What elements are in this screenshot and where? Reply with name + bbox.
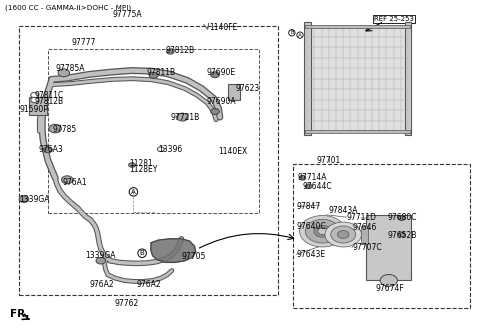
Text: 1339GA: 1339GA	[85, 251, 116, 260]
Text: 1128EY: 1128EY	[130, 165, 158, 174]
Text: 97812B: 97812B	[166, 46, 195, 55]
Circle shape	[211, 109, 219, 114]
Text: 97785A: 97785A	[55, 64, 84, 73]
Text: 91590P: 91590P	[19, 105, 48, 114]
Circle shape	[167, 49, 174, 54]
Text: 13396: 13396	[158, 145, 183, 154]
Text: 97646: 97646	[353, 223, 377, 233]
Text: 1140EX: 1140EX	[218, 147, 248, 156]
Circle shape	[44, 147, 52, 153]
Text: 97705: 97705	[181, 252, 206, 261]
Circle shape	[61, 176, 73, 184]
Text: 97623: 97623	[235, 84, 260, 93]
Circle shape	[211, 72, 219, 78]
Circle shape	[380, 275, 397, 286]
Circle shape	[96, 257, 106, 264]
Circle shape	[157, 147, 164, 152]
Circle shape	[31, 97, 38, 103]
Bar	[305, 130, 410, 133]
Text: 976A2: 976A2	[90, 280, 115, 289]
Bar	[307, 26, 408, 131]
Text: 97714A: 97714A	[298, 173, 327, 182]
Circle shape	[305, 184, 312, 189]
Circle shape	[318, 228, 327, 235]
Text: A: A	[131, 189, 136, 195]
Bar	[29, 97, 47, 115]
Text: FR.: FR.	[10, 309, 29, 319]
Text: 976A2: 976A2	[136, 280, 161, 289]
Bar	[366, 215, 411, 280]
Text: 97643E: 97643E	[296, 250, 325, 259]
Text: 97690E: 97690E	[206, 68, 236, 77]
Text: 97680C: 97680C	[388, 213, 417, 222]
Circle shape	[314, 225, 331, 237]
Circle shape	[129, 163, 135, 167]
Text: 97701: 97701	[317, 155, 341, 165]
Text: A: A	[298, 32, 302, 38]
Text: 976A1: 976A1	[62, 178, 87, 187]
Text: 97707C: 97707C	[353, 243, 383, 252]
Text: 97690A: 97690A	[206, 97, 236, 106]
Text: 97843A: 97843A	[329, 206, 358, 215]
Circle shape	[19, 196, 29, 202]
Bar	[228, 84, 240, 100]
Text: 97812B: 97812B	[35, 96, 64, 106]
Circle shape	[177, 113, 188, 121]
Bar	[293, 164, 470, 308]
Text: 97674F: 97674F	[375, 284, 404, 293]
Text: 11281: 11281	[130, 159, 153, 169]
Text: 97847: 97847	[296, 202, 321, 211]
Circle shape	[398, 232, 405, 237]
Circle shape	[305, 219, 340, 243]
Bar	[305, 25, 410, 28]
Text: B: B	[140, 250, 144, 256]
Text: 97811B: 97811B	[146, 68, 176, 77]
Text: 97785: 97785	[53, 125, 77, 134]
Bar	[19, 26, 278, 295]
Text: 97711D: 97711D	[347, 213, 376, 222]
Text: 1339GA: 1339GA	[19, 195, 50, 204]
Circle shape	[325, 222, 361, 247]
Text: 97762: 97762	[114, 299, 138, 308]
Circle shape	[337, 231, 349, 238]
Text: 97775A: 97775A	[112, 10, 142, 19]
Bar	[405, 22, 411, 135]
Text: 97644C: 97644C	[302, 182, 332, 191]
Text: 97721B: 97721B	[170, 113, 200, 122]
Text: B: B	[290, 30, 294, 35]
Circle shape	[58, 69, 70, 77]
Bar	[361, 226, 368, 244]
Text: REF 25-253: REF 25-253	[373, 16, 414, 22]
Circle shape	[299, 175, 306, 180]
Text: 97640C: 97640C	[296, 222, 326, 232]
Text: 1140FE: 1140FE	[209, 23, 237, 32]
Text: 97652B: 97652B	[388, 231, 417, 240]
Bar	[304, 22, 311, 135]
Bar	[48, 49, 259, 213]
Text: 97777: 97777	[72, 38, 96, 47]
Circle shape	[331, 226, 356, 243]
Circle shape	[398, 216, 405, 220]
Circle shape	[31, 92, 38, 98]
Circle shape	[49, 124, 61, 133]
Text: 97811C: 97811C	[35, 91, 64, 100]
Circle shape	[149, 72, 158, 78]
Text: 976A3: 976A3	[38, 145, 63, 154]
Text: (1600 CC - GAMMA-II>DOHC - MPI): (1600 CC - GAMMA-II>DOHC - MPI)	[5, 5, 131, 11]
Polygon shape	[151, 239, 196, 262]
Circle shape	[300, 215, 346, 247]
